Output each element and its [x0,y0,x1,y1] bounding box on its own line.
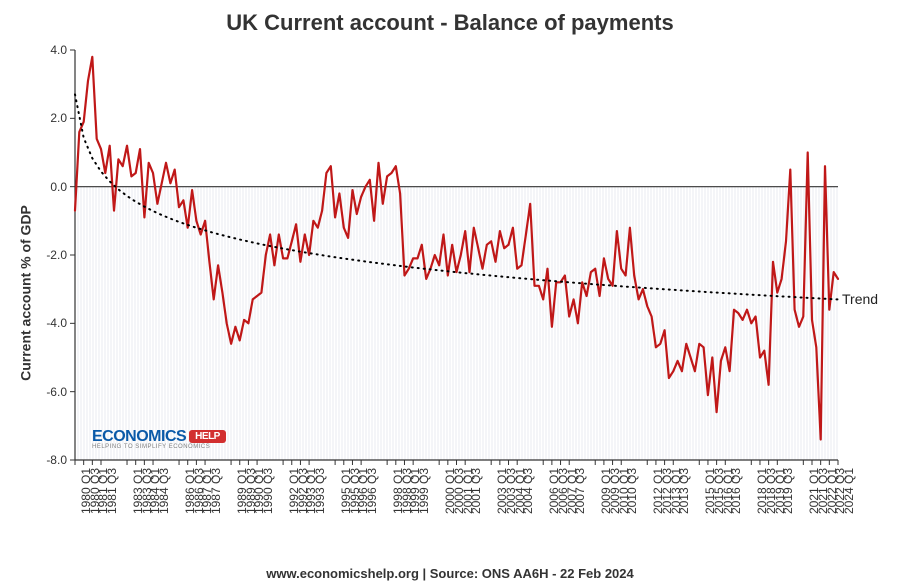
logo-tag: HELP [189,430,226,443]
x-tick-label: 1999 Q3 [417,468,431,518]
y-tick-label: -4.0 [46,316,67,330]
y-tick-label: 2.0 [50,111,67,125]
logo-text-1: ECONOMICS [92,428,186,445]
x-tick-label: 2001 Q3 [469,468,483,518]
y-tick-label: 4.0 [50,43,67,57]
x-tick-label: 2004 Q3 [521,468,535,518]
chart-footer: www.economicshelp.org | Source: ONS AA6H… [0,566,900,581]
y-tick-label: -2.0 [46,248,67,262]
x-tick-label: 2010 Q3 [625,468,639,518]
x-tick-label: 1984 Q3 [157,468,171,518]
y-tick-label: -6.0 [46,385,67,399]
x-tick-label: 1990 Q3 [261,468,275,518]
trend-label: Trend [842,291,878,307]
x-tick-label: 1996 Q3 [365,468,379,518]
economicshelp-logo: ECONOMICSHELP HELPING TO SIMPLIFY ECONOM… [92,428,226,450]
x-tick-label: 1981 Q3 [105,468,119,518]
y-tick-label: 0.0 [50,180,67,194]
logo-subtitle: HELPING TO SIMPLIFY ECONOMICS [92,444,226,450]
x-tick-label: 1993 Q3 [313,468,327,518]
x-tick-label: 1987 Q3 [209,468,223,518]
x-tick-label: 2024 Q1 [842,468,856,518]
y-tick-label: -8.0 [46,453,67,467]
x-tick-label: 2013 Q3 [677,468,691,518]
x-tick-label: 2016 Q3 [729,468,743,518]
chart-container: UK Current account - Balance of payments… [0,0,900,585]
x-tick-label: 2007 Q3 [573,468,587,518]
x-tick-label: 2019 Q3 [781,468,795,518]
